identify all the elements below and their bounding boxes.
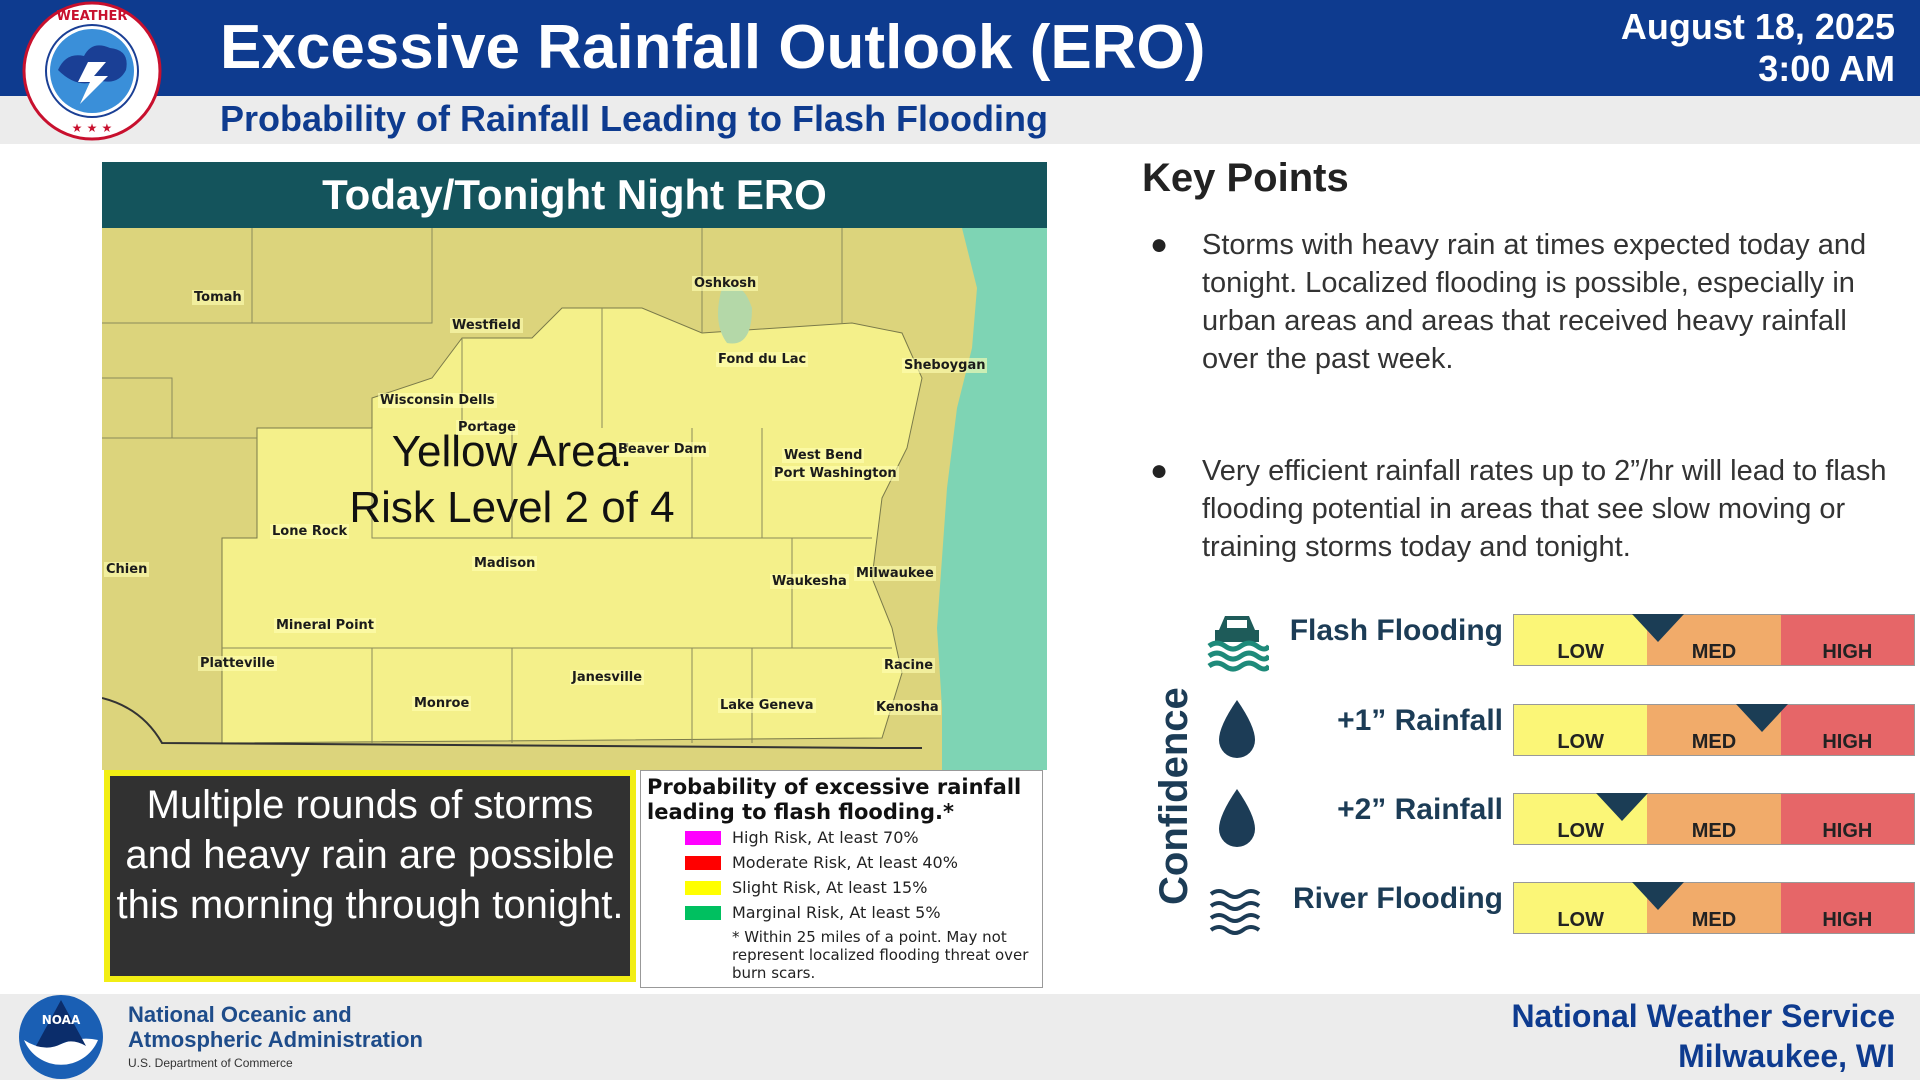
bullet-icon: ● bbox=[1150, 228, 1169, 261]
legend-title: Probability of excessive rainfall leadin… bbox=[647, 775, 1022, 824]
header-bar bbox=[0, 0, 1920, 96]
confidence-row-2in-rainfall: +2” Rainfall LOW MED HIGH bbox=[1205, 783, 1915, 853]
raindrop-icon bbox=[1205, 783, 1269, 853]
city-label: Milwaukee bbox=[854, 566, 936, 581]
noaa-department: U.S. Department of Commerce bbox=[128, 1056, 293, 1070]
page-subtitle: Probability of Rainfall Leading to Flash… bbox=[220, 98, 1048, 139]
noaa-name: National Oceanic and Atmospheric Adminis… bbox=[128, 1002, 423, 1052]
lake-michigan bbox=[937, 228, 1047, 770]
svg-text:WEATHER: WEATHER bbox=[57, 9, 128, 24]
legend-item-high: High Risk, At least 70% bbox=[647, 825, 1036, 850]
raindrop-icon bbox=[1205, 694, 1269, 764]
city-label: Madison bbox=[472, 556, 538, 571]
page-title: Excessive Rainfall Outlook (ERO) bbox=[220, 13, 1206, 82]
confidence-pointer bbox=[1736, 704, 1789, 732]
confidence-pointer bbox=[1595, 793, 1648, 821]
water-waves-icon bbox=[1205, 872, 1269, 942]
map-heading: Today/Tonight Night ERO bbox=[102, 162, 1047, 228]
slight-risk-area bbox=[221, 307, 923, 744]
confidence-row-label: Flash Flooding bbox=[1289, 614, 1503, 647]
city-label: Waukesha bbox=[770, 574, 849, 589]
city-label: Platteville bbox=[198, 656, 277, 671]
issue-datetime: August 18, 2025 3:00 AM bbox=[1621, 6, 1895, 90]
issue-time: 3:00 AM bbox=[1758, 48, 1895, 89]
city-label: Chien bbox=[104, 562, 150, 577]
city-label: West Bend bbox=[782, 448, 865, 463]
issue-date: August 18, 2025 bbox=[1620, 6, 1895, 47]
confidence-row-river-flooding: River Flooding LOW MED HIGH bbox=[1205, 872, 1915, 942]
legend-item-marginal: Marginal Risk, At least 5% bbox=[647, 900, 1036, 925]
legend-note: * Within 25 miles of a point. May not re… bbox=[732, 928, 1029, 982]
key-point-item: ● Very efficient rainfall rates up to 2”… bbox=[1150, 454, 1887, 563]
city-label: Racine bbox=[882, 658, 936, 673]
legend-swatch bbox=[685, 906, 721, 920]
confidence-scale: LOW MED HIGH bbox=[1513, 614, 1915, 666]
subtitle-band bbox=[0, 96, 1920, 144]
legend-item-slight: Slight Risk, At least 15% bbox=[647, 875, 1036, 900]
legend-swatch bbox=[685, 856, 721, 870]
city-label: Fond du Lac bbox=[716, 352, 809, 367]
office-name: National Weather Service Milwaukee, WI bbox=[1511, 998, 1895, 1074]
city-label: Tomah bbox=[192, 290, 244, 305]
level-low: LOW bbox=[1514, 615, 1648, 665]
nws-logo: WEATHER ★ ★ ★ bbox=[14, 0, 170, 142]
key-points-title: Key Points bbox=[1142, 156, 1349, 200]
callout-box: Multiple rounds of storms and heavy rain… bbox=[104, 770, 636, 982]
confidence-row-1in-rainfall: +1” Rainfall LOW MED HIGH bbox=[1205, 694, 1915, 764]
level-high: HIGH bbox=[1780, 615, 1914, 665]
confidence-row-label: +1” Rainfall bbox=[1337, 704, 1503, 737]
city-label: Mineral Point bbox=[274, 618, 377, 633]
footer-bar bbox=[0, 994, 1920, 1080]
bullet-icon: ● bbox=[1150, 454, 1169, 487]
map-legend: Probability of excessive rainfall leadin… bbox=[640, 770, 1043, 988]
legend-swatch bbox=[685, 881, 721, 895]
confidence-row-flash-flooding: Flash Flooding LOW MED HIGH bbox=[1205, 604, 1915, 674]
city-label: Wisconsin Dells bbox=[378, 393, 497, 408]
city-label: Lone Rock bbox=[270, 524, 350, 539]
city-label: Beaver Dam bbox=[616, 442, 709, 457]
city-label: Kenosha bbox=[874, 700, 941, 715]
confidence-label: Confidence bbox=[1152, 687, 1196, 905]
risk-map: Yellow Area: Risk Level 2 of 4 Tomah Osh… bbox=[102, 228, 1047, 770]
level-high: HIGH bbox=[1780, 883, 1914, 933]
level-med: MED bbox=[1647, 794, 1781, 844]
city-label: Oshkosh bbox=[692, 276, 759, 291]
risk-area-label: Yellow Area: Risk Level 2 of 4 bbox=[349, 427, 675, 532]
confidence-pointer bbox=[1631, 882, 1684, 910]
svg-text:NOAA: NOAA bbox=[42, 1013, 81, 1027]
city-label: Port Washington bbox=[772, 466, 899, 481]
noaa-logo: NOAA bbox=[16, 994, 106, 1080]
city-label: Monroe bbox=[412, 696, 472, 711]
level-low: LOW bbox=[1514, 705, 1648, 755]
confidence-scale: LOW MED HIGH bbox=[1513, 882, 1915, 934]
confidence-pointer bbox=[1631, 614, 1684, 642]
level-high: HIGH bbox=[1780, 705, 1914, 755]
legend-swatch bbox=[685, 831, 721, 845]
city-label: Sheboygan bbox=[902, 358, 988, 373]
confidence-scale: LOW MED HIGH bbox=[1513, 793, 1915, 845]
legend-item-moderate: Moderate Risk, At least 40% bbox=[647, 850, 1036, 875]
city-label: Westfield bbox=[450, 318, 523, 333]
city-label: Portage bbox=[456, 420, 518, 435]
key-point-item: ● Storms with heavy rain at times expect… bbox=[1150, 228, 1867, 375]
confidence-scale: LOW MED HIGH bbox=[1513, 704, 1915, 756]
confidence-row-label: +2” Rainfall bbox=[1337, 793, 1503, 826]
flooded-car-icon bbox=[1205, 604, 1272, 674]
city-label: Janesville bbox=[570, 670, 645, 685]
svg-text:★ ★ ★: ★ ★ ★ bbox=[72, 121, 113, 135]
level-low: LOW bbox=[1514, 883, 1648, 933]
city-label: Lake Geneva bbox=[718, 698, 816, 713]
confidence-row-label: River Flooding bbox=[1293, 882, 1503, 915]
level-high: HIGH bbox=[1780, 794, 1914, 844]
